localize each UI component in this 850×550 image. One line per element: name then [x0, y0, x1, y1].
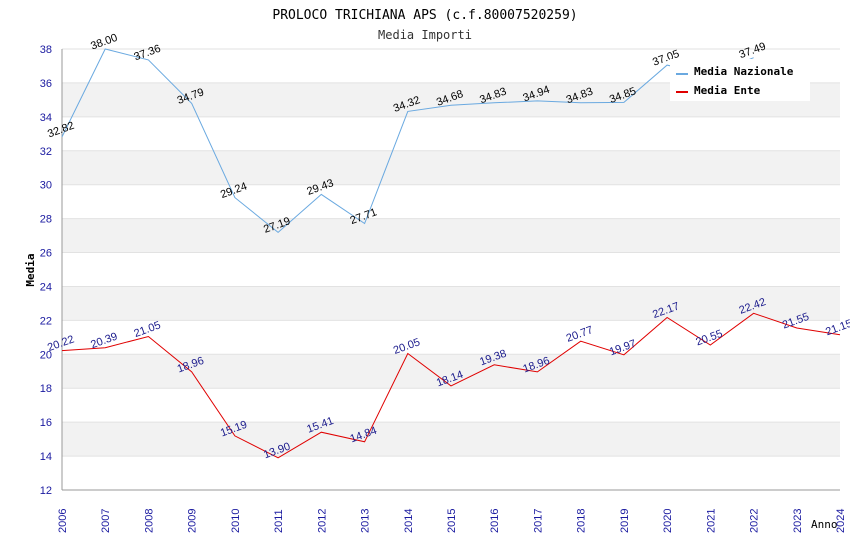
chart-title: PROLOCO TRICHIANA APS (c.f.80007520259) [272, 8, 577, 23]
y-tick-label: 38 [40, 44, 52, 56]
x-tick-label: 2014 [403, 509, 415, 533]
x-tick-label: 2021 [705, 509, 717, 533]
x-tick-label: 2017 [532, 509, 544, 533]
y-tick-label: 24 [40, 281, 52, 293]
x-tick-label: 2012 [316, 509, 328, 533]
y-tick-label: 12 [40, 485, 52, 497]
y-axis-label: Media [24, 253, 37, 286]
x-tick-label: 2018 [576, 509, 588, 533]
x-tick-label: 2011 [273, 509, 285, 533]
y-tick-label: 16 [40, 417, 52, 429]
legend-label-nazionale: Media Nazionale [694, 65, 794, 78]
x-tick-label: 2023 [792, 509, 804, 533]
data-label-nazionale: 37.36 [132, 43, 162, 64]
y-tick-label: 34 [40, 112, 52, 124]
x-axis-label: Anno [811, 518, 838, 531]
x-tick-label: 2019 [619, 509, 631, 533]
legend-box [670, 59, 810, 101]
grid-band [62, 150, 840, 185]
data-label-ente: 20.22 [46, 333, 76, 354]
grid-bands [62, 82, 840, 457]
y-tick-label: 26 [40, 248, 52, 260]
y-tick-label: 36 [40, 78, 52, 90]
grid-lines [62, 48, 840, 491]
legend: Media Nazionale Media Ente [670, 59, 810, 101]
x-tick-label: 2015 [446, 509, 458, 533]
series-line-media-ente [61, 312, 841, 459]
x-tick-label: 2006 [57, 509, 69, 533]
x-tick-label: 2020 [662, 509, 674, 533]
x-tick-label: 2016 [489, 509, 501, 533]
y-tick-label: 32 [40, 146, 52, 158]
y-tick-label: 28 [40, 214, 52, 226]
y-tick-label: 22 [40, 315, 52, 327]
y-tick-label: 14 [40, 451, 52, 463]
x-tick-label: 2010 [230, 509, 242, 533]
grid-band [62, 422, 840, 457]
x-tick-labels: 2006 2007 2008 2009 2010 2011 2012 2013 2014 2015… [57, 509, 847, 533]
legend-label-ente: Media Ente [694, 84, 761, 97]
x-tick-label: 2007 [100, 509, 112, 533]
y-tick-label: 20 [40, 349, 52, 361]
x-tick-label: 2008 [143, 509, 155, 533]
series-line-media-nazionale [61, 48, 754, 234]
grid-band [62, 286, 840, 321]
x-tick-label: 2009 [187, 509, 199, 533]
x-tick-label: 2022 [749, 509, 761, 533]
grid-band [62, 218, 840, 253]
y-tick-labels: 12 14 16 18 20 22 24 26 28 30 32 34 36 38 [40, 44, 52, 497]
chart-subtitle: Media Importi [378, 28, 472, 42]
series-lines [61, 48, 841, 459]
y-tick-label: 18 [40, 383, 52, 395]
x-tick-label: 2013 [360, 509, 372, 533]
data-label-ente: 20.55 [694, 328, 724, 349]
y-tick-label: 30 [40, 180, 52, 192]
x-tick-label: 2024 [835, 509, 847, 533]
